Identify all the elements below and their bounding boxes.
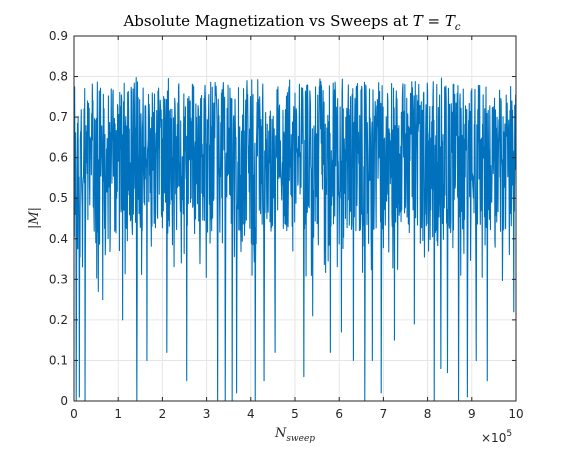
x-tick-label: 6 (335, 407, 343, 421)
y-tick-label: 0.2 (49, 313, 68, 327)
x-tick-label: 8 (424, 407, 432, 421)
y-tick-label: 0.1 (49, 353, 68, 367)
y-tick-label: 0.7 (49, 110, 68, 124)
y-tick-label: 0.8 (49, 70, 68, 84)
x-tick-label: 5 (291, 407, 299, 421)
y-tick-label: 0.5 (49, 191, 68, 205)
y-axis-ticks: 0 0.1 0.2 0.3 0.4 0.5 0.6 0.7 0.8 0.9 (49, 29, 516, 408)
x-tick-label: 9 (468, 407, 476, 421)
x-axis-label: Nsweep (274, 426, 315, 444)
x-tick-label: 0 (70, 407, 78, 421)
y-tick-label: 0.6 (49, 151, 68, 165)
x-tick-label: 10 (508, 407, 523, 421)
chart-title: Absolute Magnetization vs Sweeps at T = … (122, 12, 460, 33)
x-tick-label: 3 (203, 407, 211, 421)
y-tick-label: 0.3 (49, 272, 68, 286)
magnetization-trace (73, 77, 517, 402)
y-axis-label: |M| (27, 207, 42, 229)
x-axis-multiplier: ×105 (481, 429, 512, 445)
x-axis-ticks: 0 1 2 3 4 5 6 7 8 9 10 (70, 36, 524, 421)
x-tick-label: 7 (380, 407, 388, 421)
series-line (73, 77, 517, 402)
x-tick-label: 4 (247, 407, 255, 421)
x-tick-label: 2 (159, 407, 167, 421)
y-tick-label: 0 (60, 394, 68, 408)
y-tick-label: 0.4 (49, 232, 68, 246)
x-tick-label: 1 (114, 407, 122, 421)
y-tick-label: 0.9 (49, 29, 68, 43)
